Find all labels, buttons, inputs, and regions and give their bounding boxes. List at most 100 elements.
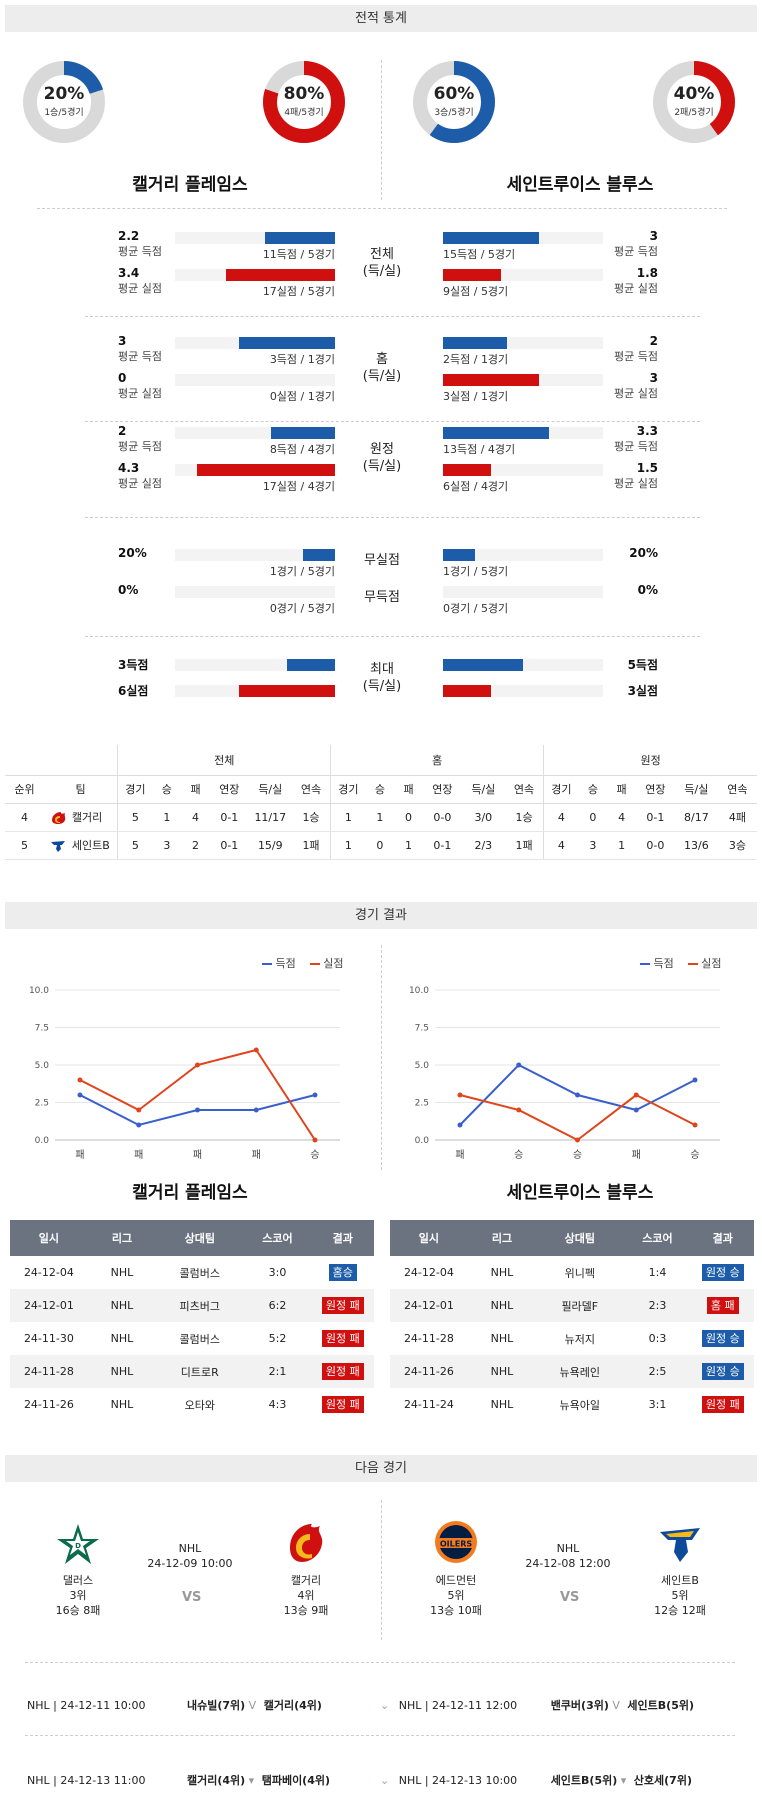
result-badge: 원정 승 [701,1330,744,1347]
result-badge: 홈 패 [706,1297,739,1314]
table-row: 24-11-30 NHL 콜럼버스 5:2 원정 패 [10,1322,374,1355]
bar-track [443,586,603,598]
stat-label: 평균 득점 [614,245,658,258]
table-cell: 2:5 [623,1355,692,1388]
table-cell: 1:4 [623,1256,692,1289]
stat-caption: 3득점 / 1경기 [269,353,335,366]
column-header: 연장 [422,774,462,804]
record-donut: 40% 2패/5경기 [652,60,736,144]
column-header: 스코어 [243,1220,312,1256]
table-cell: 피츠버그 [156,1289,244,1322]
away-results-title: 세인트루이스 블루스 [506,1183,654,1203]
table-cell: 4 [543,831,579,860]
next-game-2-info: NHL 24-12-08 12:00 [518,1541,618,1571]
donut-sub: 4패/5경기 [284,108,324,118]
stat-value: 3실점 [627,684,658,698]
vs-label: VS [560,1590,580,1605]
home-results-table: 일시 리그 상대팀 스코어 결과 24-12-04 NHL 콜럼버스 3:0 홈승 24-12-01… [10,1220,374,1421]
stlouis-logo-icon [656,1518,704,1566]
table-cell: 1승 [504,803,544,832]
divider [85,517,700,518]
data-point [253,1107,259,1113]
result-badge: 원정 패 [701,1396,744,1413]
stat-caption: 6실점 / 4경기 [443,480,509,493]
table-cell: NHL [467,1388,537,1421]
column-header: 스코어 [623,1220,692,1256]
standings-table: 전체 홈 원정 순위 팀 경기 승 패 연장 득/실 연속 경기 승 패 연장 득/실 연속 경기 승 패 연장 득… [5,745,757,860]
stat-label: 평균 득점 [118,350,162,363]
league: NHL [178,1542,202,1555]
stat-bar [287,659,335,671]
schedule-item[interactable]: NHL | 24-12-11 10:00 내슈빌(7위) V 캘거리(4위) [27,1699,322,1712]
table-cell: 1 [330,803,366,832]
schedule-item[interactable]: ⌄ NHL | 24-12-11 12:00 밴쿠버(3위) V 세인트B(5위… [380,1699,694,1712]
record-donut: 60% 3승/5경기 [412,60,496,144]
column-header: 상대팀 [536,1220,624,1256]
result-cell: 원정 승 [691,1322,754,1355]
y-tick-label: 2.5 [35,1099,49,1109]
data-point [253,1047,259,1053]
divider [85,421,700,422]
result-cell: 원정 승 [691,1256,754,1289]
team-name: 댈러스 [62,1574,94,1587]
home-team-title: 캘거리 플레임스 [132,175,248,195]
table-cell: 5:2 [243,1322,312,1355]
data-point [312,1137,318,1143]
schedule-item[interactable]: ⌄ NHL | 24-12-13 10:00 세인트B(5위) ▾ 산호세(7위… [380,1774,692,1787]
team-name: 캘거리 [290,1574,322,1587]
x-tick-label: 승 [690,1149,699,1160]
data-point [692,1122,698,1128]
stat-block-label: 최대 (득/실) [362,662,402,694]
column-header: 연속 [717,774,757,804]
schedule-item[interactable]: NHL | 24-12-13 11:00 캘거리(4위) ▾ 탬파베이(4위) [27,1774,331,1787]
table-cell: 8/17 [674,803,718,832]
table-cell: 0-1 [209,803,249,832]
divider [381,60,382,200]
stat-block-label: 전체 (득/실) [362,247,402,279]
column-header: 일시 [390,1220,468,1256]
stat-block-label: 무실점 [364,553,400,568]
stat-label: 평균 실점 [118,282,162,295]
group-label: 전체 [117,745,331,775]
stat-value: 4.3 [118,461,140,475]
stat-bar [443,232,539,244]
table-cell: NHL [467,1322,537,1355]
svg-text:D: D [75,1542,81,1550]
result-badge: 원정 패 [321,1297,364,1314]
divider [85,316,700,317]
stat-bar [443,269,501,281]
table-cell: 24-12-04 [390,1256,468,1289]
y-tick-label: 2.5 [415,1099,429,1109]
result-cell: 원정 패 [311,1322,374,1355]
stat-bar [271,427,335,439]
data-point [633,1107,639,1113]
table-cell: 3 [152,831,182,860]
column-header: 득/실 [461,774,505,804]
next-game-2-away: 세인트B 5위 12승 12패 [632,1573,728,1618]
team-rank: 3위 [69,1589,87,1602]
x-tick-label: 승 [514,1149,523,1160]
column-header: 리그 [467,1220,537,1256]
chart-legend: 득점 실점 [262,955,344,971]
column-header: 승 [365,774,395,804]
table-cell: 0 [365,831,395,860]
stat-label: 평균 실점 [118,387,162,400]
stat-value: 3 [649,371,658,385]
stat-bar [226,269,335,281]
stat-value: 3 [649,229,658,243]
team-cell: 캘거리 [43,803,118,832]
divider [25,1735,735,1736]
column-header: 패 [607,774,636,804]
bar-track [175,374,335,386]
column-header: 연장 [209,774,249,804]
donut-percent: 60% [433,84,475,104]
stat-caption: 13득점 / 4경기 [443,443,516,456]
table-cell: 0 [394,803,423,832]
stat-bar [443,685,491,697]
section-header-results: 경기 결과 [5,902,757,929]
home-results-title: 캘거리 플레임스 [132,1183,248,1203]
data-point [457,1122,463,1128]
column-header: 승 [578,774,608,804]
table-cell: 24-12-04 [10,1256,88,1289]
table-cell: 2/3 [461,831,505,860]
